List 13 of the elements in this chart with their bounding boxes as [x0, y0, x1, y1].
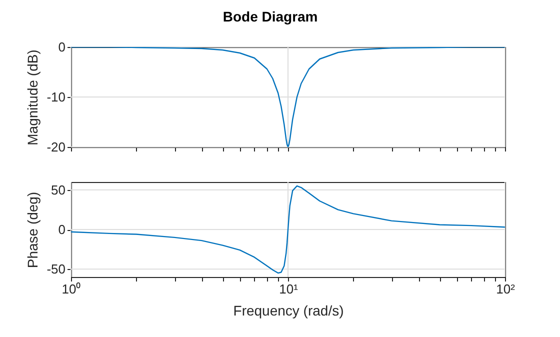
x-tick-label: 10⁰: [62, 282, 82, 296]
y-tick-label: 50: [51, 182, 66, 198]
y-tick-label: -20: [46, 140, 66, 154]
y-tick-label: -50: [46, 262, 66, 277]
chart-title: Bode Diagram: [222, 8, 318, 24]
y-tick-label: 0: [58, 40, 66, 54]
x-tick-label: 10²: [496, 282, 516, 296]
y-axis-title: Phase (deg): [24, 192, 41, 268]
x-axis-title: Frequency (rad/s): [233, 302, 344, 318]
y-tick-label: -10: [46, 90, 66, 104]
x-tick-label: 10¹: [279, 282, 299, 296]
y-tick-label: 0: [58, 222, 66, 237]
y-axis-title: Magnitude (dB): [24, 50, 41, 146]
